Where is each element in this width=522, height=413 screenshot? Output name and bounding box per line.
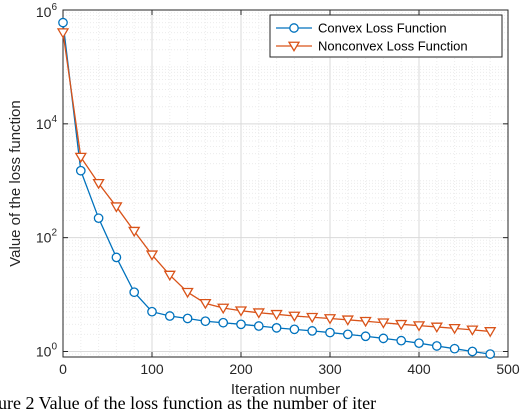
y-axis-label: Value of the loss function	[7, 100, 24, 267]
data-point	[181, 287, 194, 299]
data-point	[252, 308, 265, 319]
x-tick-label: 0	[59, 361, 67, 377]
y-tick-label: 102	[36, 228, 58, 246]
data-point	[485, 349, 496, 359]
data-point	[129, 287, 140, 298]
data-point	[111, 252, 122, 263]
data-point	[414, 338, 424, 349]
data-point	[448, 323, 461, 335]
data-point	[377, 318, 390, 329]
y-tick-label: 106	[36, 2, 58, 20]
x-tick-label: 400	[407, 361, 431, 377]
data-point	[412, 321, 426, 332]
circle-marker-icon	[289, 23, 299, 33]
y-tick-label: 100	[36, 341, 58, 359]
data-point	[253, 321, 264, 331]
data-point	[200, 316, 211, 327]
legend-box	[269, 14, 503, 58]
data-point	[307, 326, 318, 336]
plot-frame	[62, 9, 509, 358]
data-point	[145, 250, 159, 261]
data-point	[92, 178, 105, 190]
series-nonconvex	[56, 28, 497, 338]
data-point	[289, 324, 300, 335]
data-point	[325, 327, 335, 338]
data-point	[342, 329, 353, 340]
data-point	[128, 226, 141, 238]
x-tick-label: 200	[229, 361, 253, 377]
data-point	[110, 202, 123, 213]
data-point	[234, 306, 248, 317]
data-point	[341, 315, 354, 326]
x-tick-label: 300	[318, 361, 342, 377]
data-point	[236, 319, 246, 330]
y-tick-label: 104	[36, 114, 58, 132]
legend-label: Convex Loss Function	[318, 21, 447, 36]
data-point	[359, 316, 372, 328]
figure-caption: ure 2 Value of the loss function as the …	[0, 393, 377, 413]
data-point	[164, 311, 175, 321]
x-tick-label: 100	[140, 361, 164, 377]
data-point	[199, 298, 212, 310]
data-point	[306, 312, 319, 324]
data-point	[323, 314, 337, 325]
data-point	[218, 317, 229, 328]
data-point	[484, 327, 497, 338]
data-point	[93, 213, 104, 224]
data-point	[378, 333, 389, 344]
data-point	[217, 303, 230, 315]
grid	[63, 10, 508, 357]
data-point	[74, 152, 87, 164]
legend: Convex Loss Function Nonconvex Loss Funct…	[269, 14, 503, 58]
data-point	[163, 270, 176, 282]
data-point	[56, 28, 70, 39]
legend-label: Nonconvex Loss Function	[318, 39, 468, 54]
x-axis-label: Iteration number	[231, 381, 340, 398]
data-point	[58, 17, 68, 28]
data-point	[430, 322, 443, 333]
data-point	[182, 313, 193, 324]
data-point	[449, 343, 460, 354]
data-point	[395, 319, 408, 331]
data-point	[467, 346, 478, 357]
series-layer	[56, 17, 497, 359]
data-point	[271, 323, 282, 333]
data-point	[270, 309, 283, 321]
data-point	[288, 311, 301, 323]
data-point	[360, 331, 371, 342]
data-point	[396, 335, 407, 346]
data-point	[431, 341, 442, 351]
data-point	[147, 306, 157, 317]
triangle-marker-icon	[287, 41, 301, 53]
x-tick-label: 500	[496, 361, 520, 377]
series-convex	[58, 17, 496, 359]
data-point	[466, 325, 479, 336]
data-point	[75, 165, 86, 176]
